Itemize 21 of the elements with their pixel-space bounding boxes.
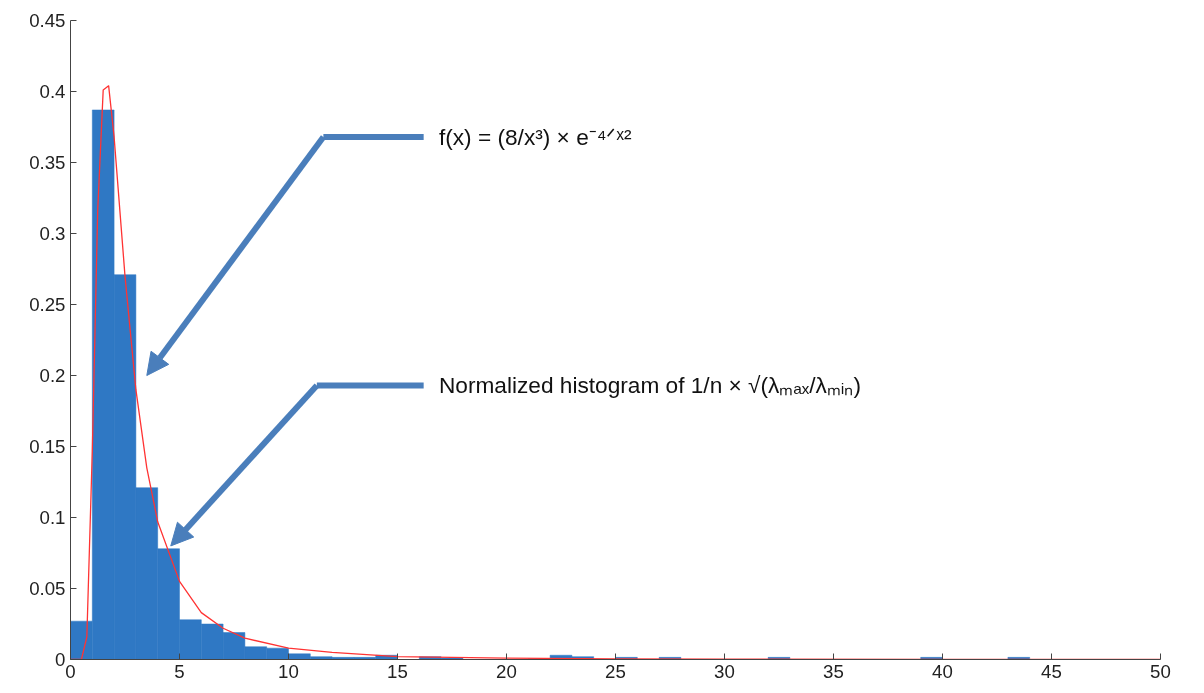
y-tick-label: 0.45 (29, 10, 66, 31)
y-tick-label: 0.25 (29, 294, 66, 315)
y-tick-label: 0.4 (39, 81, 66, 102)
x-tick-label: 45 (1041, 660, 1062, 682)
x-tick-label: 5 (174, 660, 185, 682)
annotation: f(x) = (8/x³) × e⁻⁴ᐟˣ² (438, 123, 632, 150)
x-tick-label: 35 (823, 660, 844, 682)
x-tick-label: 30 (714, 660, 735, 682)
x-tick-label: 25 (605, 660, 626, 682)
y-tick-label: 0.35 (29, 152, 66, 173)
x-tick-label: 15 (387, 660, 408, 682)
y-tick-label: 0.05 (29, 578, 66, 599)
x-tick-label: 10 (278, 660, 299, 682)
y-tick-label: 0.15 (29, 436, 66, 457)
annotation: Normalized histogram of 1/n × √(λₘₐₓ/λₘᵢₙ) (438, 372, 861, 399)
x-tick-label: 50 (1150, 660, 1171, 682)
x-tick-label: 40 (932, 660, 953, 682)
y-tick-label: 0.3 (39, 223, 66, 244)
y-tick-label: 0.2 (39, 365, 66, 386)
x-tick-label: 20 (496, 660, 517, 682)
y-tick-label: 0.1 (39, 507, 66, 528)
